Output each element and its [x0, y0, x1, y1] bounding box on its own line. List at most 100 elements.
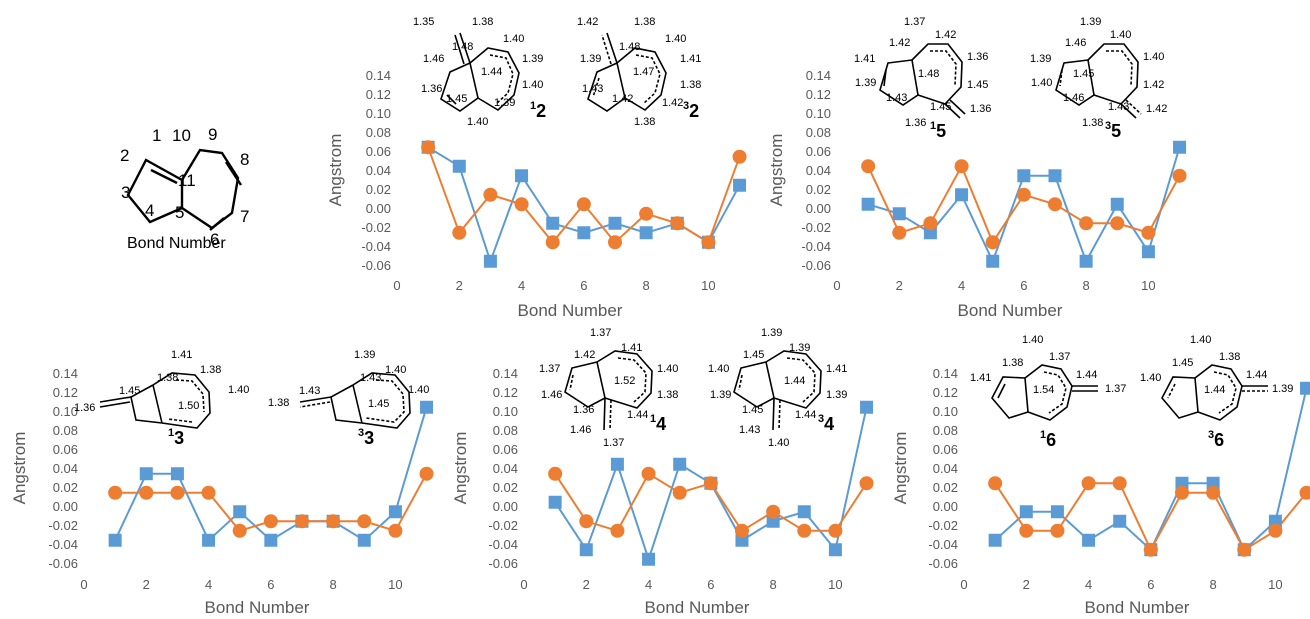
data-point-circle	[201, 485, 216, 500]
svg-text:1.37: 1.37	[1049, 351, 1070, 363]
atom-label: 9	[208, 125, 217, 144]
data-point-square	[1048, 169, 1062, 183]
data-point-circle	[859, 476, 874, 491]
svg-text:1.45: 1.45	[368, 398, 389, 410]
svg-text:1.36: 1.36	[905, 117, 926, 129]
structure-singlet-4	[564, 350, 653, 431]
atom-label: 7	[240, 207, 249, 226]
structure-singlet-4-labels: 1.37 1.42 1.41 1.37 1.40 1.52 1.38 1.46 …	[539, 327, 678, 449]
svg-text:1.40: 1.40	[385, 364, 406, 376]
svg-text:1.38: 1.38	[268, 397, 289, 409]
chart-panel-4: -0.06 -0.04 -0.02 0.00 0.02 0.04 0.06 0.08 0.10 0…	[451, 366, 874, 617]
svg-text:1.46: 1.46	[541, 389, 562, 401]
data-point-square	[1268, 514, 1282, 528]
svg-text:1.44: 1.44	[784, 375, 805, 387]
x-axis-title: Bond Number	[645, 598, 750, 617]
data-point-square	[202, 533, 216, 547]
svg-text:12: 12	[530, 100, 546, 121]
chart-axes: -0.06 -0.04 -0.02 0.00 0.02 0.04 0.06 0.08 0.10 0…	[928, 366, 1282, 592]
series-line-circle	[994, 482, 1308, 553]
data-point-square	[233, 505, 247, 519]
y-tick-label: 0.06	[933, 442, 958, 457]
structure-singlet-3-labels: 1.41 1.38 1.38 1.45 1.40 1.36 1.50 13	[74, 349, 249, 448]
y-tick-label: -0.02	[488, 518, 518, 533]
svg-text:1.43: 1.43	[886, 92, 907, 104]
chart-panel-5: -0.06 -0.04 -0.02 0.00 0.02 0.04 0.06 0.08 0.10 0…	[767, 68, 1187, 320]
atom-label: 11	[178, 171, 196, 190]
svg-text:1.43: 1.43	[1108, 101, 1129, 113]
data-point-square	[923, 226, 937, 240]
y-tick-label: -0.04	[928, 537, 958, 552]
series-line-square	[994, 388, 1308, 552]
structure-triplet-2-labels: 1.42 1.38 1.40 1.48 1.41 1.39 1.47 1.38 …	[577, 16, 701, 128]
y-tick-label: 0.00	[493, 499, 518, 514]
svg-text:1.43: 1.43	[360, 372, 381, 384]
svg-text:1.37: 1.37	[603, 437, 624, 449]
data-point-circle	[357, 514, 372, 529]
svg-text:1.42: 1.42	[662, 97, 683, 109]
svg-text:1.39: 1.39	[1080, 16, 1101, 28]
svg-text:14: 14	[650, 413, 666, 434]
svg-text:1.42: 1.42	[1143, 79, 1164, 91]
structure-singlet-2-labels: 1.35 1.38 1.40 1.48 1.39 1.46 1.44 1.40 …	[413, 16, 546, 128]
svg-text:1.40: 1.40	[1140, 372, 1161, 384]
svg-text:1.47: 1.47	[633, 66, 654, 78]
svg-text:1.40: 1.40	[1022, 334, 1043, 346]
data-point-square	[579, 543, 593, 557]
data-point-square	[420, 400, 434, 414]
y-tick-label: 0.10	[933, 404, 958, 419]
y-tick-label: -0.06	[488, 556, 518, 571]
y-tick-label: 0.08	[933, 423, 958, 438]
y-tick-label: 0.12	[493, 385, 518, 400]
svg-text:1.44: 1.44	[795, 409, 816, 421]
data-point-square	[170, 467, 184, 481]
data-point-circle	[672, 485, 687, 500]
x-tick-label: 0	[393, 278, 400, 293]
y-tick-label: 0.14	[53, 366, 78, 381]
x-tick-label: 10	[1141, 278, 1155, 293]
y-tick-label: -0.02	[928, 518, 958, 533]
data-point-circle	[797, 523, 812, 538]
structure-triplet-6-labels: 1.40 1.45 1.38 1.44 1.40 1.44 1.39 36	[1140, 334, 1293, 450]
x-tick-label: 0	[80, 577, 87, 592]
svg-text:1.54: 1.54	[1033, 384, 1054, 396]
svg-text:1.36: 1.36	[573, 404, 594, 416]
svg-text:1.42: 1.42	[574, 349, 595, 361]
x-axis-title: Bond Number	[958, 301, 1063, 320]
y-tick-label: 0.02	[493, 480, 518, 495]
atom-label: 5	[175, 203, 184, 222]
parent-atom-labels: 1 2 3 4 5 6 7 8 9 10 11	[120, 125, 249, 249]
structure-singlet-6	[991, 364, 1098, 421]
svg-text:1.44: 1.44	[1246, 369, 1267, 381]
data-point-square	[1113, 514, 1127, 528]
data-point-square	[733, 178, 747, 192]
atom-label: 2	[120, 146, 129, 165]
svg-text:1.40: 1.40	[503, 33, 524, 45]
data-point-square	[388, 505, 402, 519]
svg-text:1.40: 1.40	[228, 384, 249, 396]
y-tick-label: -0.06	[801, 258, 831, 273]
svg-text:1.39: 1.39	[522, 53, 543, 65]
y-tick-label: 0.14	[806, 68, 831, 83]
structure-triplet-3	[299, 372, 411, 429]
x-tick-label: 4	[645, 577, 652, 592]
data-point-square	[577, 226, 591, 240]
data-point-circle	[421, 140, 436, 155]
svg-text:32: 32	[683, 100, 699, 121]
data-point-circle	[1172, 168, 1187, 183]
data-point-circle	[419, 466, 434, 481]
x-tick-label: 4	[205, 577, 212, 592]
svg-text:1.44: 1.44	[1204, 384, 1225, 396]
y-tick-label: -0.02	[48, 518, 78, 533]
y-tick-label: -0.02	[801, 220, 831, 235]
y-tick-label: 0.02	[53, 480, 78, 495]
svg-text:1.44: 1.44	[627, 409, 648, 421]
svg-text:1.45: 1.45	[742, 404, 763, 416]
data-point-circle	[1299, 485, 1310, 500]
structure-singlet-2	[440, 32, 520, 112]
svg-text:1.45: 1.45	[1172, 357, 1193, 369]
x-tick-label: 2	[583, 577, 590, 592]
y-tick-label: 0.04	[806, 163, 831, 178]
svg-text:1.40: 1.40	[768, 437, 789, 449]
x-tick-label: 10	[701, 278, 715, 293]
